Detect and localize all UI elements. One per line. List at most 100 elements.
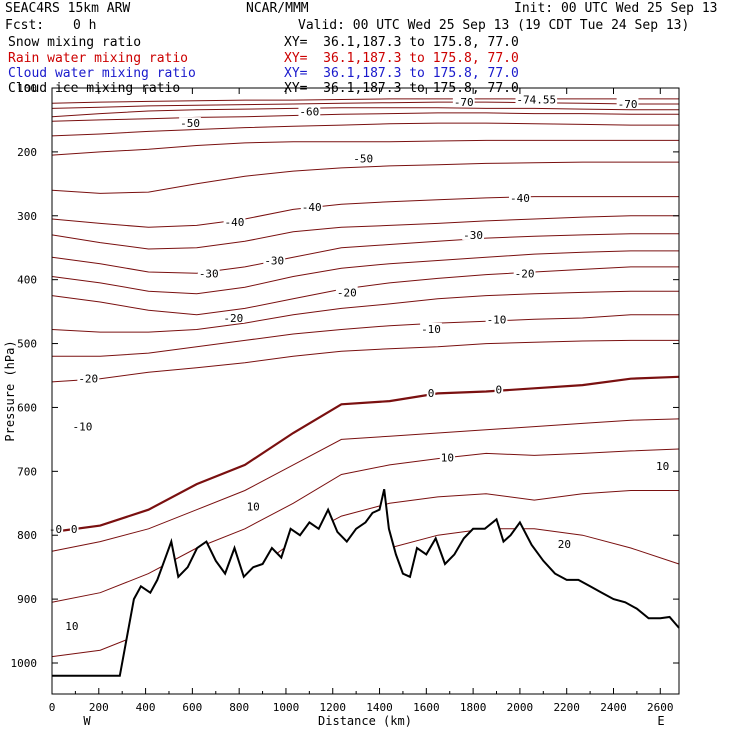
- contour-label: 0: [428, 387, 435, 400]
- contour-label: -30: [264, 255, 284, 268]
- contour-line--5: [51, 339, 679, 383]
- contour-label: 20: [558, 538, 571, 551]
- x-tick-label: 2400: [600, 701, 627, 714]
- terrain-layer: [52, 488, 680, 694]
- contour-label-bg: [494, 383, 504, 395]
- contour-label: -60: [299, 106, 319, 119]
- contour-label: -20: [337, 286, 357, 299]
- y-tick-label: 900: [17, 593, 37, 606]
- contour-layer: [51, 98, 680, 690]
- contour-label-bg: [509, 191, 531, 203]
- header-fcst-value: 0 h: [73, 18, 97, 33]
- contour-line--45: [51, 161, 679, 194]
- contour-label: -10: [72, 421, 92, 434]
- contour-label-bg: [77, 372, 100, 384]
- contour-line--74_55: [51, 98, 679, 104]
- contour-line--35: [51, 215, 679, 250]
- contour-label-bg: [515, 93, 558, 105]
- contour-label-bg: [245, 500, 261, 512]
- contour-label: -70: [454, 96, 474, 109]
- contour-label: -20: [223, 312, 243, 325]
- contour-label-bg: [420, 322, 442, 334]
- contour-label-bg: [462, 228, 485, 240]
- y-tick-label: 500: [17, 338, 37, 351]
- contour-line-0: [51, 375, 680, 534]
- y-tick-label: 1000: [11, 657, 38, 670]
- contour-line--10: [52, 314, 679, 357]
- x-tick-label: 1000: [273, 701, 300, 714]
- contour-label: -40: [302, 201, 322, 214]
- contour-label-bg: [426, 386, 436, 398]
- field-name-rain: Rain water mixing ratio: [8, 51, 189, 66]
- x-tick-label: 600: [182, 701, 202, 714]
- x-tick-label: 1800: [460, 701, 487, 714]
- contour-line--30: [51, 233, 679, 274]
- y-tick-label: 100: [17, 82, 37, 95]
- x-axis-label: Distance (km): [318, 714, 412, 728]
- x-tick-label: 0: [49, 701, 56, 714]
- contour-label-bg: [556, 538, 572, 550]
- y-tick-label: 600: [17, 401, 37, 414]
- contour-label: -30: [463, 229, 483, 242]
- x-tick-label: 1400: [366, 701, 393, 714]
- y-tick-label: 200: [17, 146, 37, 159]
- contour-label: 10: [65, 620, 78, 633]
- contour-line-5: [51, 418, 680, 552]
- x-tick-label: 2200: [553, 701, 580, 714]
- terrain-line: [52, 488, 680, 677]
- x-tick-label: 800: [229, 701, 249, 714]
- x-tick-label: 1200: [319, 701, 346, 714]
- contour-label-bg: [439, 451, 455, 463]
- x-tick-label: 2600: [647, 701, 674, 714]
- contour-line--70: [51, 101, 679, 109]
- contour-line-10: [51, 448, 680, 603]
- contour-label-bg: [64, 619, 80, 631]
- field-xy-snow: XY= 36.1,187.3 to 175.8, 77.0: [284, 35, 519, 50]
- contour-label-bg: [197, 267, 220, 279]
- contour-line--50: [51, 139, 679, 156]
- field-name-cloud-water: Cloud water mixing ratio: [8, 66, 196, 81]
- field-xy-cloud-water: XY= 36.1,187.3 to 175.8, 77.0: [284, 66, 519, 81]
- header-init: Init: 00 UTC Wed 25 Sep 13: [514, 1, 718, 16]
- terrain-mask: [52, 489, 679, 694]
- x-axis-east-label: E: [657, 714, 664, 728]
- contour-label: -10: [487, 313, 507, 326]
- contour-label: 0: [71, 523, 78, 536]
- y-tick-label: 700: [17, 465, 37, 478]
- contour-label-bg: [616, 97, 639, 109]
- contour-label: 10: [441, 451, 454, 464]
- contour-label-bg: [335, 286, 358, 298]
- contour-label: 0: [496, 384, 503, 397]
- contour-label: -40: [225, 216, 245, 229]
- contour-label-bg: [263, 254, 286, 266]
- x-tick-label: 200: [89, 701, 109, 714]
- y-axis-label: Pressure (hPa): [3, 340, 17, 441]
- x-tick-label: 2000: [507, 701, 534, 714]
- header-center: NCAR/MMM: [246, 1, 309, 16]
- contour-label-bg: [485, 313, 508, 325]
- contour-line--40: [51, 196, 679, 228]
- contour-label-bg: [223, 216, 246, 228]
- contour-line--15: [51, 290, 679, 333]
- contour-label: -20: [78, 373, 98, 386]
- y-tick-label: 300: [17, 210, 37, 223]
- contour-label: -40: [510, 192, 530, 205]
- contour-label: -74.55: [516, 94, 556, 107]
- contour-label: -70: [618, 98, 638, 111]
- contour-label-bg: [222, 312, 245, 323]
- contour-line--20: [51, 266, 679, 316]
- contour-label-bg: [655, 460, 671, 472]
- contour-label: -0: [49, 523, 62, 536]
- contour-label-bg: [71, 420, 94, 432]
- contour-label-bg: [298, 105, 321, 117]
- contour-line--65: [51, 107, 679, 118]
- y-tick-label: 800: [17, 529, 37, 542]
- contour-line--55: [51, 122, 679, 137]
- contour-label: -50: [180, 117, 200, 130]
- contour-label-bg: [352, 152, 375, 164]
- x-tick-label: 1600: [413, 701, 440, 714]
- contour-label: -50: [353, 152, 373, 165]
- header-valid: Valid: 00 UTC Wed 25 Sep 13 (19 CDT Tue …: [298, 18, 690, 33]
